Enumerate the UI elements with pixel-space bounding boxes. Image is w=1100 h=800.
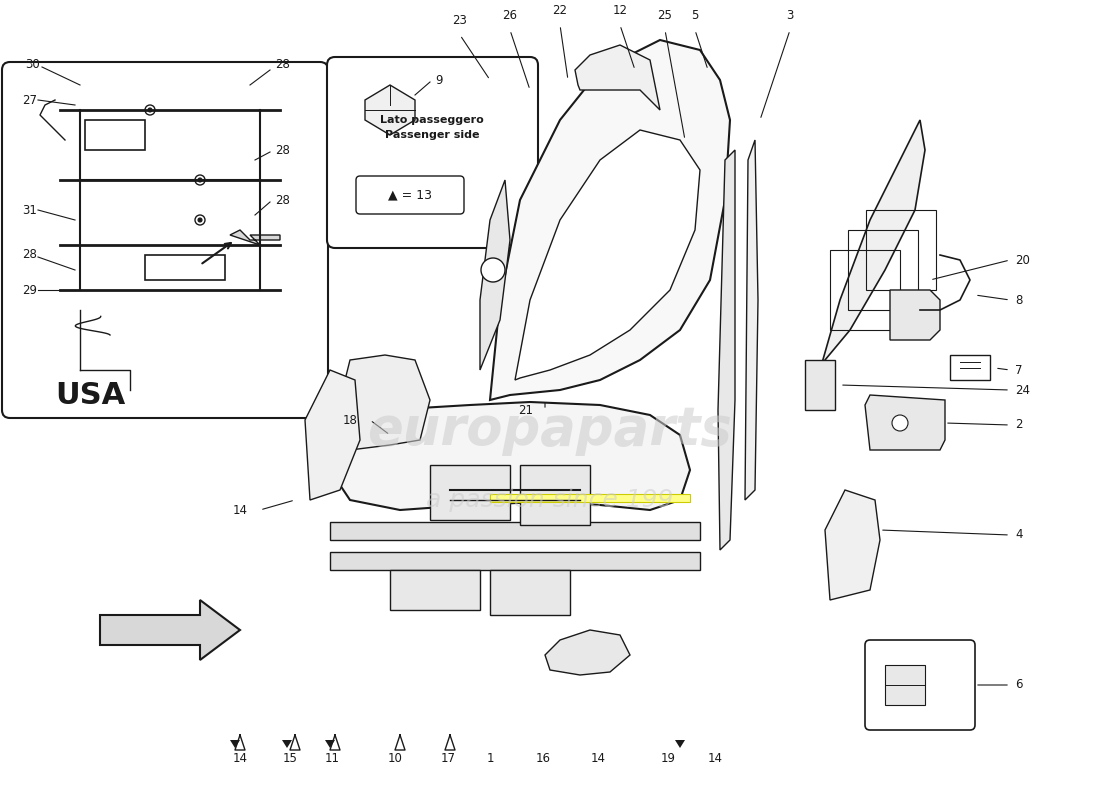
- Circle shape: [148, 108, 152, 112]
- Text: 28: 28: [275, 143, 290, 157]
- Text: Passenger side: Passenger side: [385, 130, 480, 140]
- Text: USA: USA: [55, 381, 125, 410]
- Text: 11: 11: [324, 751, 340, 765]
- Text: 16: 16: [536, 751, 550, 765]
- Circle shape: [198, 218, 202, 222]
- Bar: [330, 552, 700, 570]
- Text: 5: 5: [691, 9, 698, 22]
- Bar: [330, 522, 700, 540]
- Text: 3: 3: [786, 9, 794, 22]
- Bar: [830, 250, 900, 330]
- Text: ▲ = 13: ▲ = 13: [388, 189, 432, 202]
- Circle shape: [145, 105, 155, 115]
- Text: 29: 29: [22, 283, 37, 297]
- Bar: [950, 355, 990, 380]
- Polygon shape: [230, 740, 240, 748]
- Polygon shape: [820, 120, 925, 370]
- Text: europaparts: europaparts: [367, 404, 733, 456]
- Polygon shape: [675, 740, 685, 748]
- Polygon shape: [890, 290, 940, 340]
- Polygon shape: [340, 355, 430, 450]
- Bar: [390, 570, 480, 610]
- Bar: [145, 255, 226, 280]
- Polygon shape: [365, 85, 415, 135]
- Polygon shape: [330, 402, 690, 510]
- Text: 15: 15: [283, 751, 297, 765]
- Polygon shape: [745, 140, 758, 500]
- Text: 25: 25: [658, 9, 672, 22]
- Bar: [848, 230, 918, 310]
- Bar: [490, 494, 690, 502]
- Text: 2: 2: [1015, 418, 1023, 431]
- Text: 27: 27: [22, 94, 37, 106]
- Bar: [430, 465, 510, 520]
- Text: 6: 6: [1015, 678, 1023, 691]
- Polygon shape: [324, 740, 336, 748]
- Bar: [85, 120, 145, 150]
- Polygon shape: [480, 180, 510, 370]
- Text: 26: 26: [503, 9, 517, 22]
- Text: 14: 14: [232, 751, 248, 765]
- Text: 14: 14: [707, 751, 723, 765]
- FancyBboxPatch shape: [2, 62, 328, 418]
- Text: 9: 9: [434, 74, 442, 86]
- FancyBboxPatch shape: [865, 640, 975, 730]
- Polygon shape: [718, 150, 735, 550]
- Text: 20: 20: [1015, 254, 1030, 266]
- Circle shape: [892, 415, 907, 431]
- Bar: [520, 465, 590, 525]
- Text: 10: 10: [387, 751, 403, 765]
- Circle shape: [198, 178, 202, 182]
- Text: 18: 18: [343, 414, 358, 426]
- Polygon shape: [100, 600, 240, 660]
- Bar: [886, 665, 925, 705]
- Text: 23: 23: [452, 14, 468, 27]
- Text: Lato passeggero: Lato passeggero: [381, 115, 484, 125]
- FancyBboxPatch shape: [356, 176, 464, 214]
- Polygon shape: [865, 395, 945, 450]
- Text: 12: 12: [613, 4, 627, 17]
- Polygon shape: [575, 45, 660, 110]
- Text: 14: 14: [591, 751, 605, 765]
- Text: 28: 28: [275, 194, 290, 206]
- Text: 28: 28: [22, 249, 37, 262]
- Text: 14: 14: [233, 503, 248, 517]
- Text: 1: 1: [486, 751, 494, 765]
- Polygon shape: [544, 630, 630, 675]
- Text: a passion since 199: a passion since 199: [427, 488, 673, 512]
- Bar: [490, 570, 570, 615]
- Polygon shape: [305, 370, 360, 500]
- Text: 22: 22: [552, 4, 568, 17]
- Text: 7: 7: [1015, 363, 1023, 377]
- Circle shape: [195, 215, 205, 225]
- Bar: [805, 360, 835, 410]
- Circle shape: [195, 175, 205, 185]
- Polygon shape: [490, 40, 730, 400]
- Polygon shape: [230, 230, 280, 245]
- Polygon shape: [282, 740, 292, 748]
- Text: 28: 28: [275, 58, 290, 71]
- Text: 21: 21: [518, 403, 534, 417]
- Text: 24: 24: [1015, 383, 1030, 397]
- Text: 4: 4: [1015, 529, 1023, 542]
- Text: 31: 31: [22, 203, 37, 217]
- Text: 19: 19: [660, 751, 675, 765]
- Text: 17: 17: [440, 751, 455, 765]
- FancyBboxPatch shape: [327, 57, 538, 248]
- Polygon shape: [825, 490, 880, 600]
- Text: 8: 8: [1015, 294, 1022, 306]
- Bar: [866, 210, 936, 290]
- Text: 30: 30: [25, 58, 40, 71]
- Polygon shape: [515, 130, 700, 380]
- Circle shape: [481, 258, 505, 282]
